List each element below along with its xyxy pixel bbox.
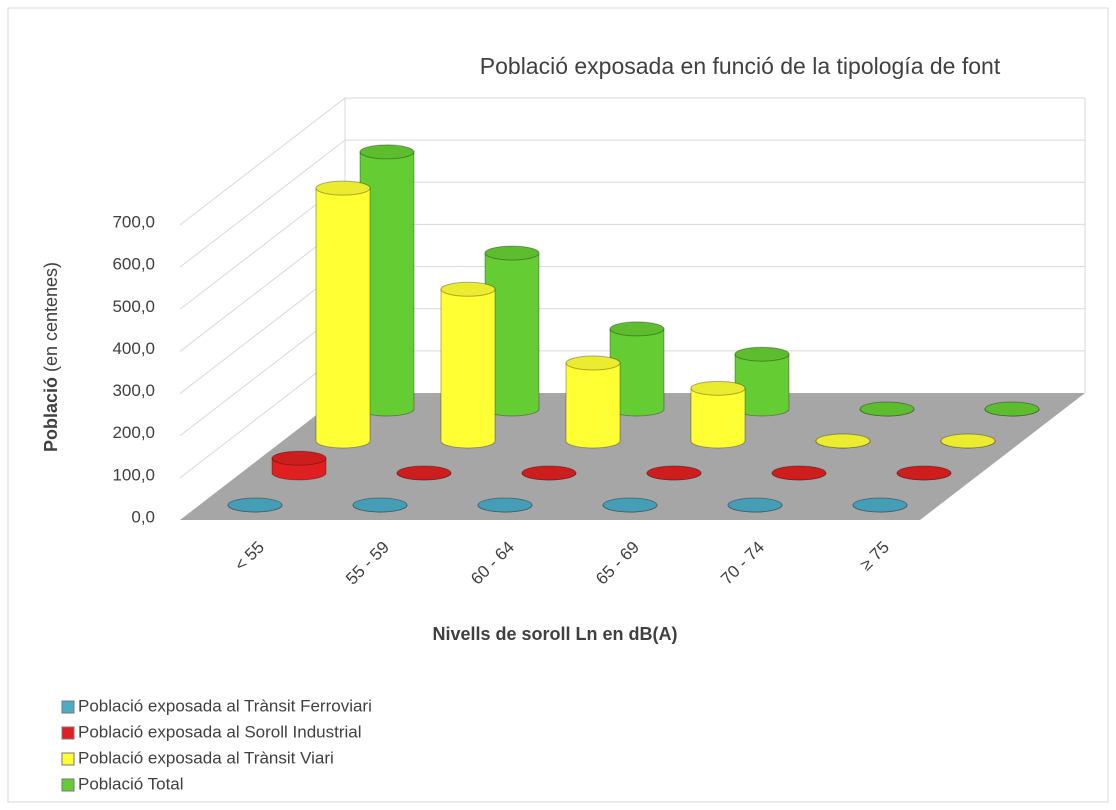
- y-tick-label: 500,0: [112, 297, 155, 316]
- legend-swatch: [61, 778, 75, 792]
- cylinder-top: [771, 465, 827, 481]
- cylinder-top: [352, 497, 408, 513]
- y-tick-label: 100,0: [112, 465, 155, 484]
- y-tick-label: 300,0: [112, 381, 155, 400]
- cylinder-top: [477, 497, 533, 513]
- floor: [180, 393, 1085, 520]
- cylinder-top: [859, 401, 915, 417]
- cylinder: [565, 362, 621, 449]
- x-axis-title: Nivells de soroll Ln en dB(A): [432, 624, 677, 644]
- legend-label: Població exposada al Trànsit Ferroviari: [78, 696, 372, 715]
- cylinder-top: [727, 497, 783, 513]
- cylinder: [315, 187, 371, 449]
- cylinder-top: [271, 450, 327, 466]
- cylinder-top: [396, 465, 452, 481]
- chart-title: Població exposada en funció de la tipolo…: [480, 53, 1001, 79]
- y-axis-title-unit: (en centenes): [41, 262, 61, 372]
- cylinder-top: [940, 433, 996, 449]
- y-tick-label: 200,0: [112, 423, 155, 442]
- y-tick-label: 700,0: [112, 212, 155, 231]
- legend-swatch: [61, 700, 75, 714]
- y-axis-title-main: Població: [41, 377, 61, 452]
- legend-label: Població exposada al Trànsit Viari: [78, 748, 334, 767]
- cylinder-top: [602, 497, 658, 513]
- grid-line: [179, 97, 346, 226]
- grid-line: [179, 139, 346, 268]
- cylinder-top: [734, 346, 790, 362]
- cylinder-top: [315, 180, 371, 196]
- cylinder-top: [227, 497, 283, 513]
- cylinder-top: [609, 321, 665, 337]
- legend-swatch: [61, 752, 75, 766]
- cylinder-top: [565, 355, 621, 371]
- y-tick-label: 400,0: [112, 339, 155, 358]
- cylinder-top: [440, 281, 496, 297]
- cylinder: [440, 288, 496, 449]
- cylinder: [690, 387, 746, 449]
- legend-swatch: [61, 726, 75, 740]
- cylinder-top: [984, 401, 1040, 417]
- cylinder-top: [815, 433, 871, 449]
- cylinder-top: [484, 245, 540, 261]
- legend-label: Població Total: [78, 774, 184, 793]
- legend-label: Població exposada al Soroll Industrial: [78, 722, 362, 741]
- y-tick-label: 600,0: [112, 255, 155, 274]
- cylinder-top: [896, 465, 952, 481]
- cylinder-top: [521, 465, 577, 481]
- y-axis-title: Població (en centenes): [41, 262, 61, 452]
- cylinder-top: [646, 465, 702, 481]
- y-tick-label: 0,0: [131, 507, 155, 526]
- cylinder-top: [852, 497, 908, 513]
- cylinder-top: [359, 144, 415, 160]
- cylinder-top: [690, 380, 746, 396]
